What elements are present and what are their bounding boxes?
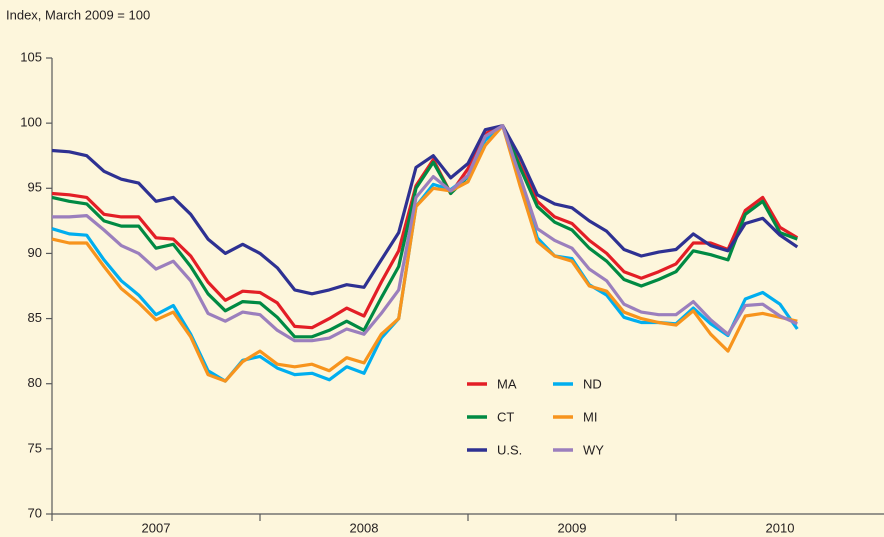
series-line: [52, 124, 798, 343]
x-tick-label: 2007: [142, 520, 171, 535]
y-tick-label: 75: [28, 440, 42, 455]
y-tick-label: 90: [28, 245, 42, 260]
chart-subtitle: Index, March 2009 = 100: [6, 7, 150, 22]
legend-label: CT: [497, 409, 514, 424]
y-tick-label: 85: [28, 310, 42, 325]
y-tick-label: 95: [28, 180, 42, 195]
x-tick-label: 2008: [350, 520, 379, 535]
y-tick-label: 80: [28, 375, 42, 390]
series-line: [51, 124, 799, 296]
series-line: [51, 124, 798, 383]
y-tick-label: 100: [20, 115, 42, 130]
legend-label: U.S.: [497, 442, 522, 457]
x-tick-label: 2010: [766, 520, 795, 535]
legend-label: MI: [583, 409, 597, 424]
y-tick-label: 70: [28, 505, 42, 520]
x-tick-label: 2009: [558, 520, 587, 535]
legend-label: MA: [497, 376, 517, 391]
y-tick-label: 105: [20, 49, 42, 64]
legend-label: ND: [583, 376, 602, 391]
series-line: [51, 124, 798, 339]
legend-label: WY: [583, 442, 604, 457]
